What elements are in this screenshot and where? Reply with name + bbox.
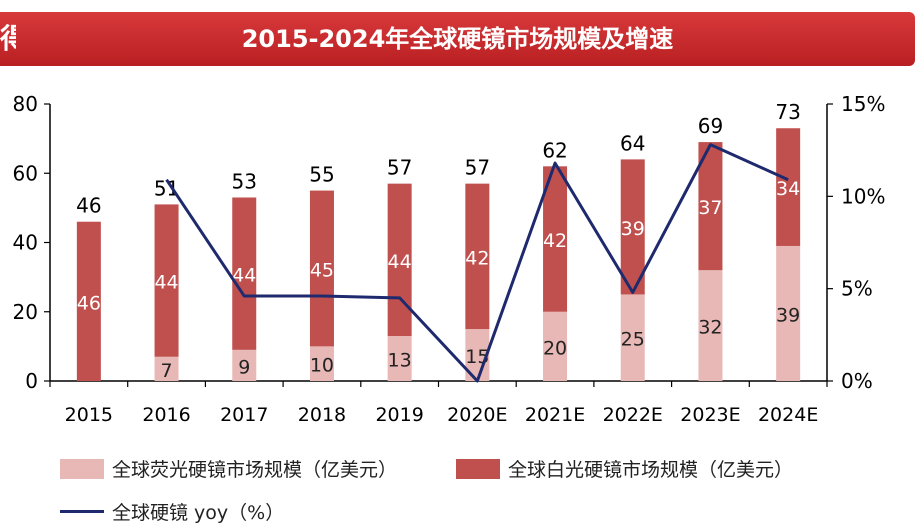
bar-white <box>309 190 334 347</box>
yoy-line <box>165 143 789 383</box>
bar-white <box>776 128 801 246</box>
y-left-tick-label: 40 <box>13 231 38 255</box>
x-tick-label: 2022E <box>603 404 663 426</box>
label-white: 44 <box>232 265 256 287</box>
label-fluorescent: 7 <box>161 360 173 382</box>
bar-fluorescent <box>776 245 801 381</box>
label-total: 69 <box>698 114 723 138</box>
label-total: 55 <box>309 163 334 187</box>
y-left-tick-label: 60 <box>13 161 38 185</box>
bar-fluorescent <box>387 335 412 381</box>
bar-white <box>232 197 257 350</box>
bar-white <box>76 221 101 381</box>
bar-fluorescent <box>154 356 179 381</box>
x-tick-label: 2017 <box>220 404 268 426</box>
edge-glyph: 得 <box>0 22 16 55</box>
y-right-tick-label: 10% <box>841 184 885 208</box>
y-right-tick-label: 15% <box>841 92 885 116</box>
legend-swatch-yoy <box>60 510 104 513</box>
label-total: 46 <box>76 194 101 218</box>
label-fluorescent: 32 <box>698 317 722 339</box>
x-tick-label: 2016 <box>142 404 190 426</box>
label-total: 73 <box>775 100 800 124</box>
bar-white <box>543 166 568 312</box>
bar-white <box>620 159 645 295</box>
bar-white <box>154 204 179 357</box>
combo-chart: 0204060800%5%10%15%201546462016744512017… <box>13 92 886 426</box>
y-right-tick-label: 0% <box>841 369 873 393</box>
bar-white <box>698 142 723 271</box>
label-total: 53 <box>232 169 257 193</box>
y-left-tick-label: 80 <box>13 92 38 116</box>
bar-fluorescent <box>309 346 334 381</box>
legend-label-fluorescent: 全球荧光硬镜市场规模（亿美元） <box>112 459 398 481</box>
x-tick-label: 2019 <box>375 404 423 426</box>
label-white: 46 <box>77 292 101 314</box>
label-fluorescent: 13 <box>388 349 412 371</box>
chart-title: 2015-2024年全球硬镜市场规模及增速 <box>241 25 674 53</box>
label-fluorescent: 10 <box>310 355 334 377</box>
x-tick-label: 2015 <box>65 404 113 426</box>
label-white: 39 <box>621 218 645 240</box>
legend-label-yoy: 全球硬镜 yoy（%） <box>112 502 285 524</box>
legend-swatch-fluorescent <box>60 458 104 479</box>
x-tick-label: 2020E <box>447 404 507 426</box>
bar-fluorescent <box>232 349 257 381</box>
y-right-tick-label: 5% <box>841 277 873 301</box>
label-total: 64 <box>620 131 645 155</box>
label-fluorescent: 25 <box>621 329 645 351</box>
legend-yoy: 全球硬镜 yoy（%） <box>60 498 284 525</box>
x-tick-label: 2023E <box>680 404 740 426</box>
y-left-tick-label: 0 <box>25 369 38 393</box>
label-white: 34 <box>776 178 800 200</box>
legend-label-white: 全球白光硬镜市场规模（亿美元） <box>508 459 794 481</box>
label-fluorescent: 9 <box>238 356 250 378</box>
label-white: 37 <box>698 197 722 219</box>
bar-fluorescent <box>620 294 645 381</box>
label-white: 45 <box>310 259 334 281</box>
bar-fluorescent <box>698 270 723 381</box>
x-tick-label: 2021E <box>525 404 585 426</box>
title-banner: 2015-2024年全球硬镜市场规模及增速 <box>0 12 915 66</box>
label-total: 57 <box>387 156 412 180</box>
label-fluorescent: 20 <box>543 337 567 359</box>
label-white: 44 <box>388 251 412 273</box>
label-fluorescent: 39 <box>776 304 800 326</box>
label-total: 62 <box>542 138 567 162</box>
label-white: 42 <box>543 230 567 252</box>
bar-fluorescent <box>543 311 568 381</box>
label-white: 42 <box>465 247 489 269</box>
x-tick-label: 2018 <box>298 404 346 426</box>
y-left-tick-label: 20 <box>13 300 38 324</box>
legend-swatch-white <box>456 458 500 479</box>
x-tick-label: 2024E <box>758 404 818 426</box>
label-total: 57 <box>465 156 490 180</box>
legend-fluorescent: 全球荧光硬镜市场规模（亿美元） <box>60 455 397 482</box>
bar-white <box>465 183 490 330</box>
label-white: 44 <box>154 272 178 294</box>
legend-white: 全球白光硬镜市场规模（亿美元） <box>456 455 793 482</box>
bar-white <box>387 183 412 336</box>
